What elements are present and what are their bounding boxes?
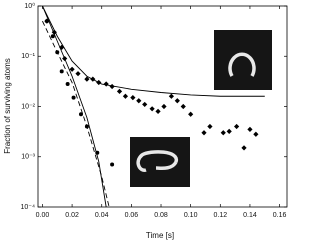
diamond-point [155, 108, 161, 114]
diamond-point [136, 98, 142, 104]
x-tick-label: 0.04 [95, 212, 109, 219]
diamond-point [234, 123, 240, 130]
x-tick-label: 0.02 [65, 212, 79, 219]
y-tick-label: 10⁻¹ [21, 53, 35, 60]
y-tick-label: 10⁻² [21, 103, 35, 110]
circle-point [59, 69, 64, 74]
diamond-point [201, 130, 207, 136]
fit-line [42, 5, 107, 208]
x-tick-label: 0.14 [243, 212, 257, 219]
y-tick-label: 10⁰ [24, 2, 35, 10]
diamond-point [103, 81, 109, 87]
diamond-point [149, 106, 155, 112]
x-tick-label: 0.06 [125, 212, 139, 219]
diamond-point [226, 128, 232, 134]
diamond-point [253, 131, 259, 137]
diamond-point [188, 111, 194, 117]
x-tick-label: 0.08 [154, 212, 168, 219]
diamond-point [220, 130, 226, 136]
circle-point [44, 19, 49, 24]
x-tick-label: 0.10 [184, 212, 198, 219]
circle-point [71, 95, 76, 100]
y-axis-label: Fraction of surviving atoms [3, 58, 12, 154]
x-axis-label: Time [s] [146, 231, 174, 240]
diamond-point [174, 98, 180, 104]
inset-stadium [130, 137, 190, 187]
diamond-point [207, 123, 213, 130]
diamond-point [69, 66, 75, 72]
fit-line [42, 5, 265, 97]
x-tick-label: 0.00 [36, 212, 50, 219]
diamond-point [161, 103, 167, 110]
diamond-point [122, 93, 129, 99]
diamond-point [180, 103, 186, 110]
diamond-point [130, 95, 136, 101]
x-tick-label: 0.12 [213, 212, 227, 219]
circle-point [50, 34, 55, 39]
diamond-point [84, 76, 90, 82]
x-tick-label: 0.16 [273, 212, 287, 219]
diamond-point [168, 93, 174, 99]
fit-line [42, 20, 110, 208]
circle-point [78, 112, 83, 117]
circle-point [110, 162, 115, 167]
inset-ring [214, 30, 272, 90]
diamond-point [241, 145, 247, 151]
diamond-point [75, 71, 81, 77]
y-tick-label: 10⁻⁴ [21, 204, 36, 211]
circle-point [65, 82, 70, 87]
diamond-point [247, 126, 253, 133]
diamond-point [51, 29, 57, 35]
diamond-point [142, 101, 148, 108]
chart: Time [s] Fraction of surviving atoms 0.0… [3, 2, 288, 240]
diamond-point [116, 88, 123, 94]
y-tick-label: 10⁻³ [21, 154, 35, 161]
